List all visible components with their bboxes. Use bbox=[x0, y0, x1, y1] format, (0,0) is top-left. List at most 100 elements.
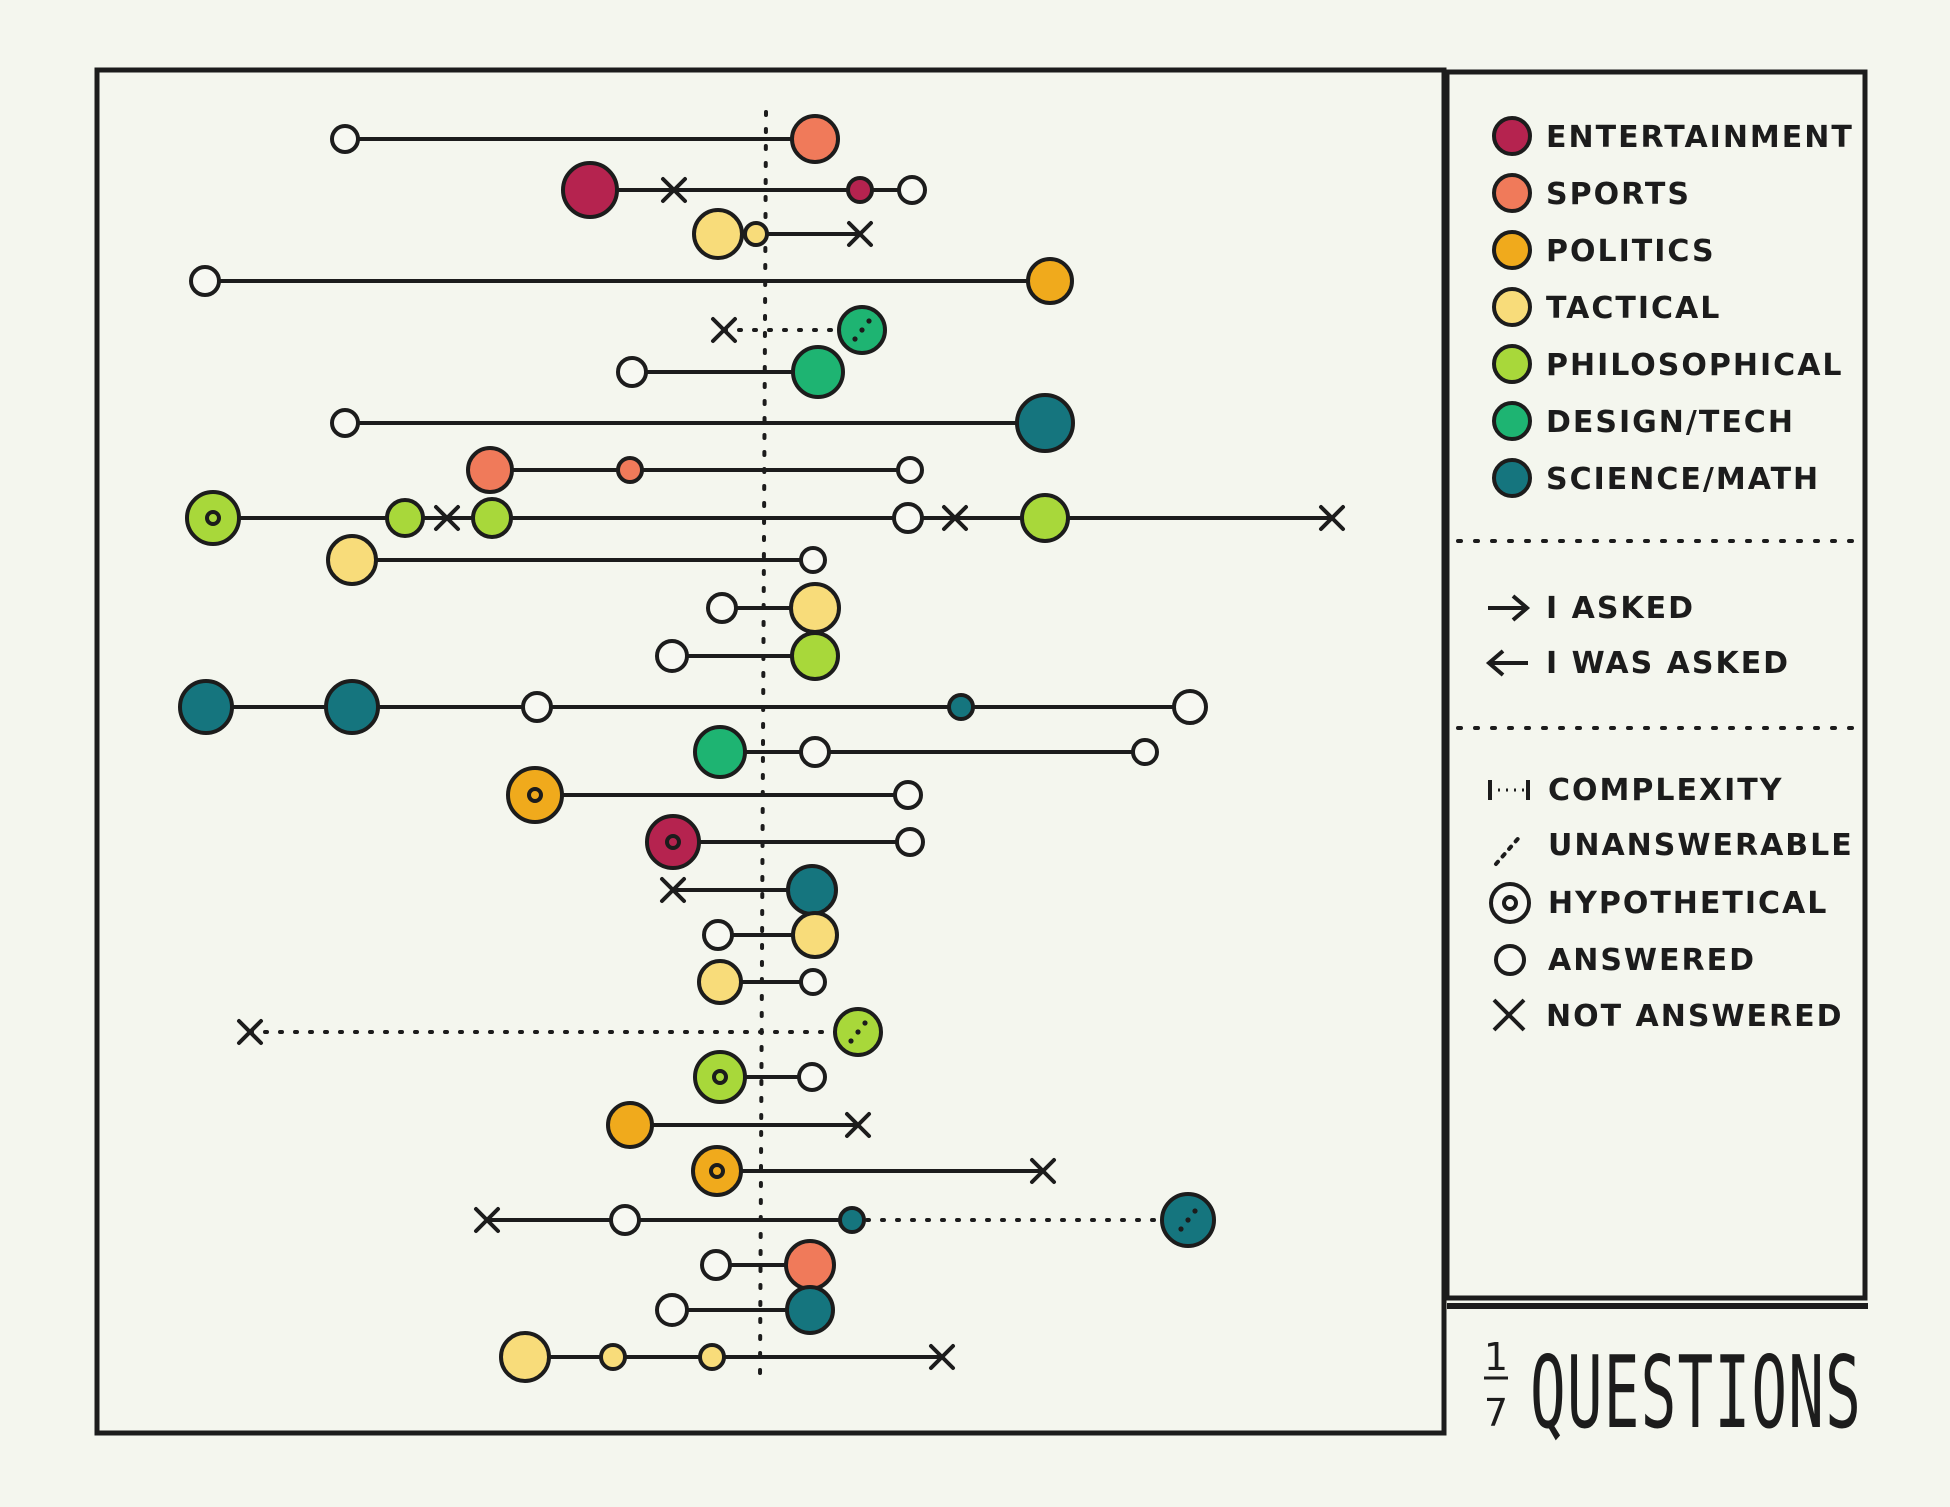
answered-node bbox=[896, 456, 924, 484]
design-tech-swatch-icon bbox=[1492, 401, 1532, 441]
answered-node bbox=[700, 1249, 732, 1281]
unanswerable-marker bbox=[866, 318, 872, 324]
not-answered-icon bbox=[847, 221, 873, 247]
unanswerable-marker bbox=[1192, 1208, 1198, 1214]
sports-node bbox=[790, 114, 840, 164]
legend-marker-label: Not Answered bbox=[1546, 999, 1844, 1034]
title-fraction-bottom: 7 bbox=[1484, 1391, 1508, 1435]
not-answered-icon bbox=[661, 177, 687, 203]
hypothetical-marker bbox=[712, 1069, 728, 1085]
tactical-node bbox=[791, 911, 839, 959]
philosophical-node bbox=[1020, 493, 1070, 543]
legend-categories: Entertainment Sports Politics Tactical Philo… bbox=[1492, 116, 1852, 498]
legend-direction-label: I Asked bbox=[1546, 591, 1695, 626]
unanswerable-marker bbox=[855, 1029, 861, 1035]
answered-node bbox=[706, 592, 738, 624]
sports-node bbox=[784, 1239, 836, 1291]
question-row bbox=[660, 864, 838, 916]
entertainment-swatch-icon bbox=[1492, 116, 1532, 156]
question-row bbox=[326, 534, 827, 586]
science-math-node bbox=[838, 1206, 866, 1234]
not-answered-icon bbox=[660, 877, 686, 903]
legend-category-label: Tactical bbox=[1546, 291, 1721, 326]
not-answered-icon bbox=[237, 1019, 263, 1045]
answered-node bbox=[330, 408, 360, 438]
question-row bbox=[711, 305, 887, 355]
question-row bbox=[474, 1192, 1216, 1248]
question-row bbox=[693, 725, 1159, 779]
science-math-node bbox=[324, 679, 380, 735]
hypothetical-marker bbox=[665, 834, 681, 850]
answered-node bbox=[655, 1293, 689, 1327]
unanswerable-marker bbox=[852, 336, 858, 342]
arrow-right-icon bbox=[1488, 594, 1531, 622]
question-row bbox=[655, 631, 840, 681]
unanswerable-marker bbox=[1185, 1217, 1191, 1223]
legend-category-label: Design/Tech bbox=[1546, 405, 1795, 440]
question-row bbox=[697, 959, 827, 1005]
chart-frame bbox=[94, 67, 1447, 1436]
title-fraction-top: 1 bbox=[1484, 1335, 1508, 1379]
science-math-node bbox=[786, 864, 838, 916]
question-row bbox=[330, 393, 1075, 453]
question-row bbox=[499, 1331, 955, 1383]
unanswerable-icon bbox=[1494, 832, 1524, 866]
answered-node bbox=[616, 356, 648, 388]
question-row bbox=[655, 1285, 835, 1335]
not-answered-icon bbox=[1319, 505, 1345, 531]
science-math-node bbox=[178, 679, 234, 735]
answered-node bbox=[655, 639, 689, 673]
question-row bbox=[616, 345, 845, 399]
legend-category-label: Politics bbox=[1546, 234, 1716, 269]
legend-item-sports: Sports bbox=[1492, 173, 1689, 213]
philosophical-node bbox=[185, 490, 241, 546]
sports-node bbox=[616, 456, 644, 484]
legend-item-design-tech: Design/Tech bbox=[1492, 401, 1795, 441]
entertainment-node bbox=[846, 176, 874, 204]
not-answered-icon bbox=[474, 1207, 500, 1233]
politics-node bbox=[691, 1145, 743, 1197]
question-rows bbox=[178, 114, 1345, 1383]
legend-marker-label: Unanswerable bbox=[1548, 828, 1854, 863]
philosophical-node bbox=[471, 497, 513, 539]
science-math-node bbox=[1015, 393, 1075, 453]
tactical-node bbox=[743, 221, 769, 247]
legend-marker-label: Hypothetical bbox=[1548, 886, 1828, 921]
legend-item-philosophical: Philosophical bbox=[1492, 344, 1844, 384]
question-row bbox=[561, 161, 927, 219]
not-answered-icon bbox=[845, 1112, 871, 1138]
question-row bbox=[606, 1101, 871, 1149]
philosophical-swatch-icon bbox=[1492, 344, 1532, 384]
answered-node bbox=[892, 502, 924, 534]
tactical-node bbox=[499, 1331, 551, 1383]
question-row bbox=[700, 1239, 836, 1291]
answered-node bbox=[897, 175, 927, 205]
arrow-left-icon bbox=[1485, 649, 1528, 677]
hypothetical-marker bbox=[205, 510, 221, 526]
legend-item-politics: Politics bbox=[1492, 230, 1716, 270]
politics-node bbox=[506, 766, 564, 824]
not-answered-icon bbox=[942, 505, 968, 531]
answered-node bbox=[521, 691, 553, 723]
tactical-node bbox=[789, 582, 841, 634]
tactical-node bbox=[697, 959, 743, 1005]
unanswerable-marker bbox=[1178, 1226, 1184, 1232]
question-row bbox=[185, 490, 1345, 546]
philosophical-node bbox=[693, 1050, 747, 1104]
design-tech-node bbox=[693, 725, 747, 779]
question-row bbox=[330, 114, 840, 164]
question-row bbox=[237, 1007, 883, 1057]
question-row bbox=[645, 814, 925, 870]
answered-node bbox=[799, 736, 831, 768]
legend-item-entertainment: Entertainment bbox=[1492, 116, 1852, 156]
not-answered-icon bbox=[434, 505, 460, 531]
sports-node bbox=[466, 446, 514, 494]
entertainment-node bbox=[561, 161, 619, 219]
diagram-title: 1 7 QUESTIONS bbox=[1484, 1334, 1862, 1451]
title-text: QUESTIONS bbox=[1530, 1334, 1862, 1451]
legend-category-label: Philosophical bbox=[1546, 348, 1844, 383]
answered-node bbox=[609, 1204, 641, 1236]
legend-category-label: Science/Math bbox=[1546, 462, 1820, 497]
complexity-icon bbox=[1488, 780, 1530, 800]
